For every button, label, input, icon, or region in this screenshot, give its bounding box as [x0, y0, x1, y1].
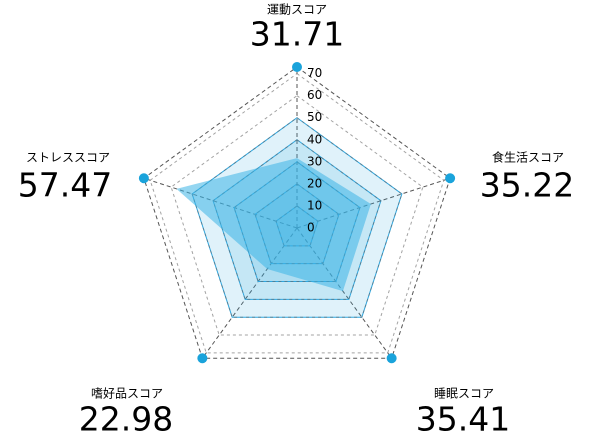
- series-area: [176, 158, 371, 292]
- value-label: 35.41: [416, 400, 510, 439]
- vertex-dot: [445, 173, 456, 184]
- spoke: [296, 177, 451, 229]
- r-tick-label: 60: [307, 88, 322, 102]
- vertex-dot: [292, 62, 302, 72]
- value-label: 31.71: [250, 15, 344, 54]
- vertex-dot: [138, 173, 149, 184]
- r-tick-label: 20: [307, 176, 322, 190]
- axis-label: 運動スコア: [267, 3, 327, 17]
- grid-ring: [170, 95, 424, 336]
- r-tick-label: 0: [307, 221, 315, 235]
- r-tick-label: 10: [307, 198, 322, 212]
- vertex-dot: [386, 353, 397, 364]
- r-tick-label: 50: [307, 110, 322, 124]
- r-tick-label: 30: [307, 154, 322, 168]
- value-label: 22.98: [79, 400, 173, 439]
- r-tick-label: 40: [307, 132, 322, 146]
- vertex-dot: [197, 353, 208, 364]
- grid-ring: [149, 72, 445, 354]
- value-label: 57.47: [18, 166, 112, 205]
- axis-label: 食生活スコア: [492, 150, 564, 165]
- radar-frame: [143, 66, 451, 359]
- spoke: [296, 227, 393, 359]
- spoke: [201, 227, 298, 359]
- axis-label: 嗜好品スコア: [91, 387, 163, 401]
- value-label: 35.22: [480, 166, 574, 205]
- axis-label: ストレススコア: [26, 151, 110, 165]
- axis-label: 睡眠スコア: [434, 387, 494, 401]
- r-tick-label: 70: [307, 66, 322, 80]
